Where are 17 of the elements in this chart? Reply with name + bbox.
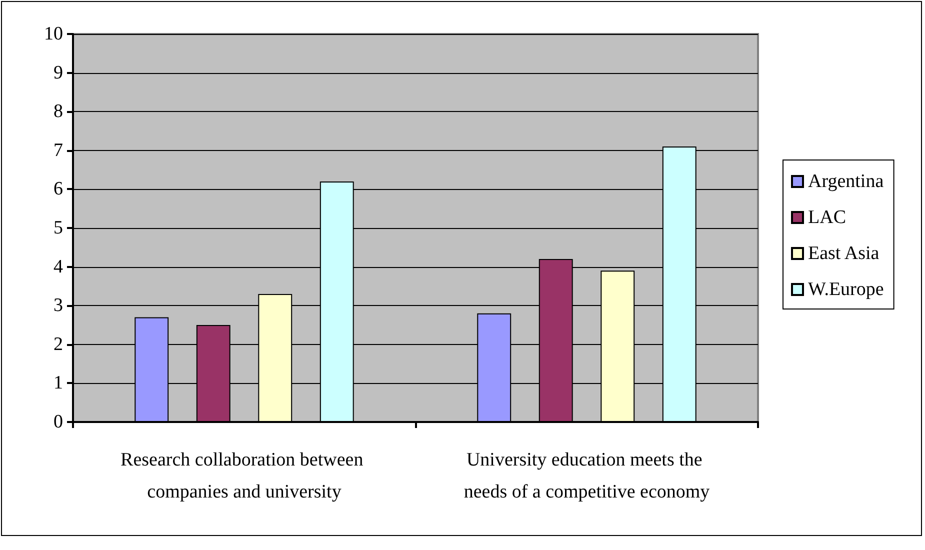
x-tick-label: University education meets the needs of a competitive economy — [464, 450, 710, 502]
y-tick-label: 1 — [54, 372, 63, 394]
legend-label: W.Europe — [808, 279, 884, 300]
y-tick-label: 4 — [54, 256, 64, 278]
y-tick-label: 9 — [54, 62, 63, 84]
y-tick-label: 2 — [54, 334, 63, 355]
y-tick-label: 3 — [54, 295, 63, 316]
y-tick-label: 8 — [54, 101, 63, 122]
legend-label: LAC — [808, 207, 846, 228]
y-tick-label: 5 — [54, 218, 63, 238]
x-tick-label: Research collaboration between companies and university — [120, 450, 368, 502]
y-tick-label: 7 — [54, 140, 63, 161]
y-tick-label: 10 — [44, 24, 63, 44]
y-tick-label: 6 — [54, 178, 63, 200]
y-tick-label: 0 — [54, 412, 63, 432]
legend-label: Argentina — [808, 171, 884, 192]
legend-label: East Asia — [808, 243, 880, 264]
